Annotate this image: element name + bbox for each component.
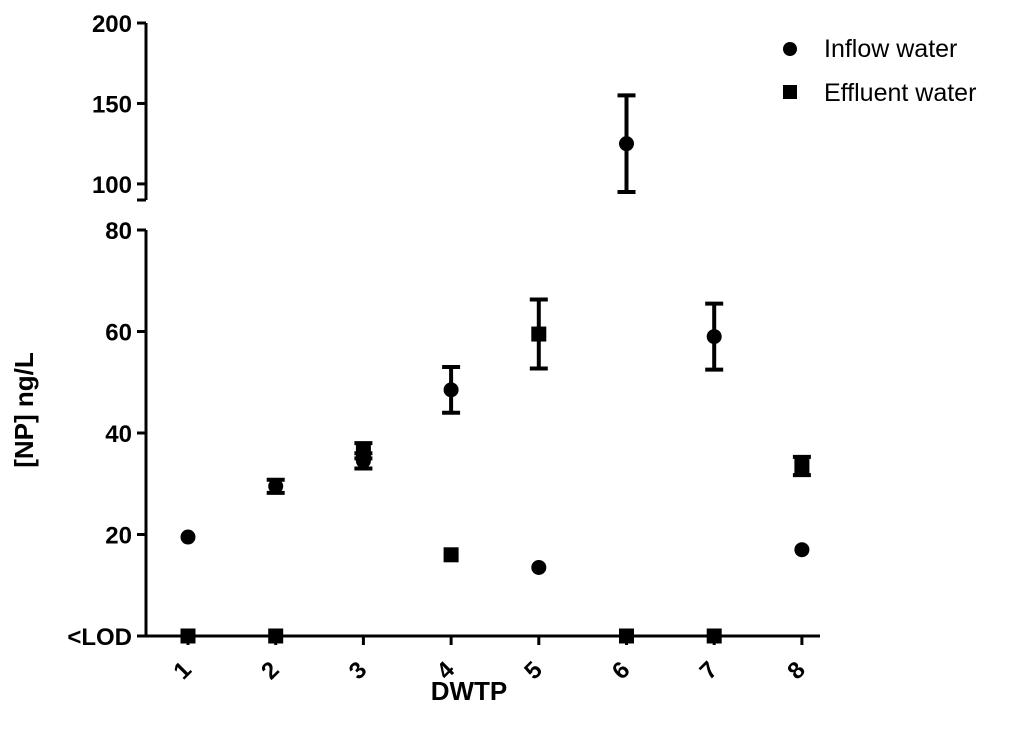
x-tick-label: 2 — [256, 656, 285, 685]
y-tick-label: 80 — [105, 218, 132, 245]
legend-marker-effluent — [783, 85, 797, 99]
y-tick-label: 20 — [105, 523, 132, 550]
axes — [137, 23, 820, 638]
inflow-point-4 — [443, 382, 459, 398]
y-ticks: 100 150 200 <LOD 20 40 60 80 — [67, 11, 146, 651]
y-tick-label: 40 — [105, 421, 132, 448]
inflow-point-2 — [268, 478, 284, 494]
inflow-point-5 — [531, 559, 547, 575]
effluent-point-5 — [531, 326, 547, 342]
x-tick-label: 7 — [695, 656, 724, 685]
effluent-point-2 — [268, 628, 284, 644]
y-tick-label: 60 — [105, 320, 132, 347]
legend-label-effluent: Effluent water — [824, 79, 976, 107]
data-marks — [180, 93, 811, 644]
y-tick-label: 100 — [92, 172, 132, 199]
legend: Inflow water Effluent water — [783, 35, 976, 107]
x-axis-title: DWTP — [431, 676, 508, 706]
x-tick-label: 6 — [607, 656, 636, 685]
effluent-point-8 — [794, 458, 810, 474]
inflow-point-6 — [619, 136, 634, 152]
effluent-point-7 — [706, 628, 722, 644]
legend-marker-inflow — [783, 42, 797, 56]
effluent-point-3 — [355, 443, 371, 459]
inflow-point-7 — [706, 329, 722, 345]
y-tick-label: <LOD — [67, 624, 132, 651]
y-tick-label: 150 — [92, 91, 132, 118]
inflow-point-8 — [794, 542, 810, 558]
y-tick-label: 200 — [92, 11, 132, 38]
legend-label-inflow: Inflow water — [824, 35, 957, 63]
x-tick-label: 8 — [782, 656, 811, 685]
x-tick-label: 3 — [344, 656, 373, 685]
x-tick-label: 1 — [168, 656, 197, 685]
effluent-point-4 — [443, 547, 459, 563]
effluent-point-6 — [619, 628, 634, 644]
effluent-point-1 — [180, 628, 196, 644]
y-axis-title: [NP] ng/L — [9, 352, 39, 468]
inflow-point-1 — [180, 529, 196, 545]
x-tick-label: 5 — [519, 656, 548, 685]
